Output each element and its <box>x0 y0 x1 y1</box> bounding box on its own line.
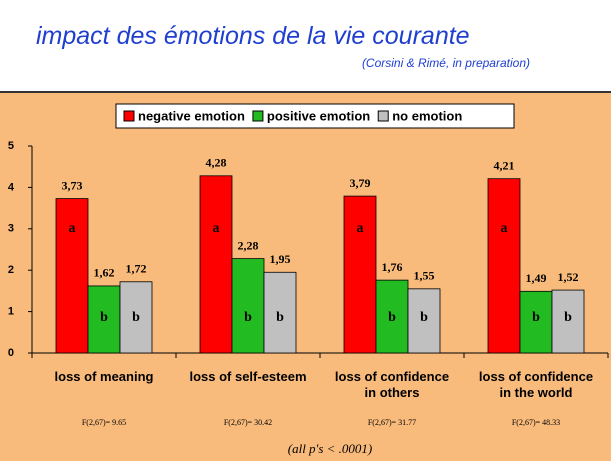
legend-swatch <box>377 110 389 122</box>
value-label: 1,52 <box>558 270 579 284</box>
y-tick-label: 1 <box>8 306 14 318</box>
bar <box>487 178 521 354</box>
bar <box>87 285 121 354</box>
bar-letter: b <box>132 310 140 325</box>
legend-label: no emotion <box>392 108 462 123</box>
value-label: 3,79 <box>350 176 371 190</box>
x-tick-label: loss of self-esteem <box>189 369 307 384</box>
value-label: 3,73 <box>62 178 83 192</box>
legend-swatch <box>123 110 135 122</box>
value-label: 1,72 <box>126 262 147 276</box>
bar-letter: a <box>213 221 220 236</box>
legend-label: positive emotion <box>267 108 370 123</box>
subtitle: (Corsini & Rimé, in preparation) <box>361 56 530 70</box>
value-label: 4,21 <box>494 158 515 172</box>
bar-letter: b <box>100 310 108 325</box>
bar <box>199 175 233 354</box>
bar <box>551 289 585 354</box>
y-tick-label: 2 <box>8 264 14 276</box>
stat-label: F(2,67)= 31.77 <box>368 418 416 427</box>
stat-label: F(2,67)= 30.42 <box>224 418 272 427</box>
footnote: (all p's < .0001) <box>288 441 373 456</box>
bar-letter: b <box>388 310 396 325</box>
bar-letter: b <box>564 310 572 325</box>
bar <box>519 290 553 354</box>
legend-swatch <box>252 110 264 122</box>
bar-letter: b <box>244 310 252 325</box>
value-label: 4,28 <box>206 156 227 170</box>
bar-letter: a <box>501 221 508 236</box>
y-tick-label: 3 <box>8 223 14 235</box>
value-label: 2,28 <box>238 238 259 252</box>
legend-box <box>115 103 515 129</box>
bar <box>375 279 409 354</box>
stat-label: F(2,67)= 48.33 <box>512 418 560 427</box>
title: impact des émotions de la vie courante <box>36 22 470 50</box>
value-label: 1,62 <box>94 266 115 280</box>
bar <box>231 258 265 354</box>
x-tick-label: loss of confidence in the world <box>478 369 594 400</box>
bar-letter: b <box>276 310 284 325</box>
bar <box>407 288 441 354</box>
bar-letter: b <box>420 310 428 325</box>
stat-label: F(2,67)= 9.65 <box>82 418 126 427</box>
bar-letter: a <box>357 221 364 236</box>
bar-letter: a <box>69 221 76 236</box>
value-label: 1,55 <box>414 269 435 283</box>
y-tick-label: 4 <box>8 181 15 193</box>
legend-label: negative emotion <box>138 108 245 123</box>
y-tick-label: 0 <box>8 347 14 359</box>
legend: negative emotion positive emotion no emoti… <box>115 103 515 129</box>
x-tick-label: loss of meaning <box>54 369 154 384</box>
bar <box>55 198 89 354</box>
value-label: 1,49 <box>526 271 547 285</box>
value-label: 1,95 <box>270 252 291 266</box>
bar-letter: b <box>532 310 540 325</box>
y-tick-label: 5 <box>8 140 14 152</box>
bar <box>343 195 377 354</box>
bar <box>119 281 153 354</box>
header: impact des émotions de la vie courante (… <box>0 0 611 93</box>
x-tick-label: loss of confidence in others <box>334 369 450 400</box>
value-label: 1,76 <box>382 260 403 274</box>
bar <box>263 271 297 354</box>
